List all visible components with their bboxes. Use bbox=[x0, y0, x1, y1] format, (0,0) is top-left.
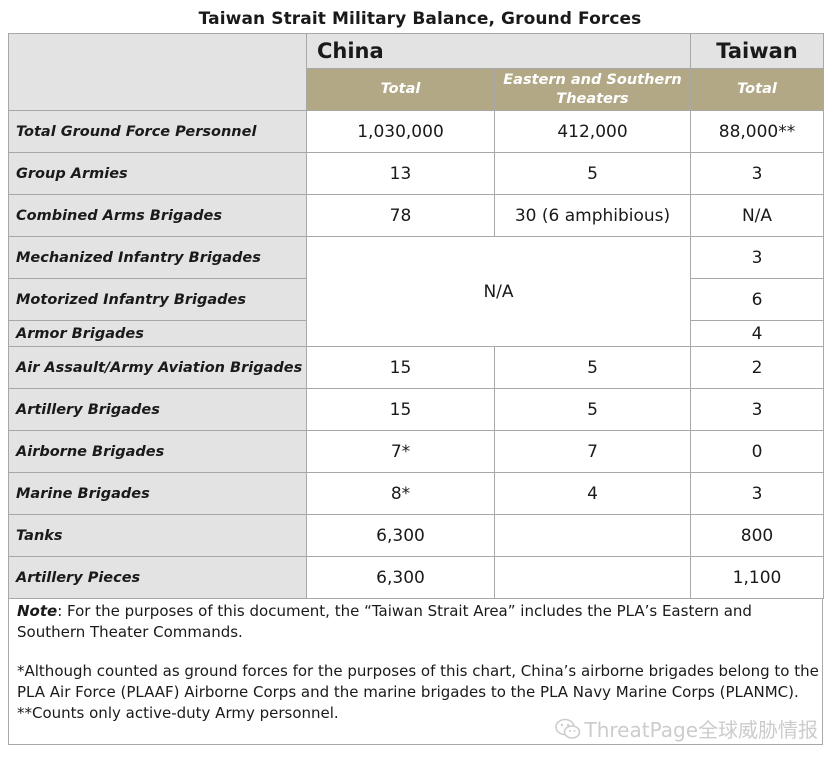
table-row: Motorized Infantry Brigades 6 bbox=[8, 278, 824, 321]
china-total-cell: 6,300 bbox=[306, 556, 495, 599]
china-total-cell: 15 bbox=[306, 388, 495, 431]
taiwan-total-cell: 3 bbox=[690, 472, 824, 515]
taiwan-total-header: Total bbox=[690, 68, 824, 111]
china-es-cell: 412,000 bbox=[494, 110, 691, 153]
taiwan-header: Taiwan bbox=[690, 33, 824, 69]
row-label: Artillery Pieces bbox=[8, 556, 307, 599]
row-label: Combined Arms Brigades bbox=[8, 194, 307, 237]
china-header: China bbox=[306, 33, 691, 69]
table-title: Taiwan Strait Military Balance, Ground F… bbox=[198, 9, 642, 29]
header-corner bbox=[8, 33, 307, 111]
table-row: Air Assault/Army Aviation Brigades 15 5 … bbox=[8, 346, 824, 389]
footnotes: Note: For the purposes of this document,… bbox=[8, 599, 823, 745]
row-label: Marine Brigades bbox=[8, 472, 307, 515]
china-es-cell: 5 bbox=[494, 346, 691, 389]
table-row: Mechanized Infantry Brigades N/A 3 bbox=[8, 236, 824, 347]
china-total-cell: 1,030,000 bbox=[306, 110, 495, 153]
taiwan-total-cell: N/A bbox=[690, 194, 824, 237]
taiwan-total-cell: 800 bbox=[690, 514, 824, 557]
table-row: Group Armies 13 5 3 bbox=[8, 152, 824, 195]
row-label: Motorized Infantry Brigades bbox=[8, 278, 307, 321]
table-row: Total Ground Force Personnel 1,030,000 4… bbox=[8, 110, 824, 153]
china-total-cell: 7* bbox=[306, 430, 495, 473]
table-row: Combined Arms Brigades 78 30 (6 amphibio… bbox=[8, 194, 824, 237]
china-total-header: Total bbox=[306, 68, 495, 111]
row-label: Armor Brigades bbox=[8, 320, 307, 347]
header-row-groups: China Taiwan bbox=[8, 33, 824, 111]
table-row: Artillery Pieces 6,300 1,100 bbox=[8, 556, 824, 599]
taiwan-total-cell: 3 bbox=[690, 388, 824, 431]
row-label: Group Armies bbox=[8, 152, 307, 195]
table-row: Armor Brigades 4 bbox=[8, 320, 824, 347]
row-label: Air Assault/Army Aviation Brigades bbox=[8, 346, 307, 389]
table-row: Marine Brigades 8* 4 3 bbox=[8, 472, 824, 515]
note-paragraph: Note: For the purposes of this document,… bbox=[17, 601, 822, 643]
footnote-asterisk-2: **Counts only active-duty Army personnel… bbox=[17, 704, 339, 722]
taiwan-total-cell: 3 bbox=[690, 152, 824, 195]
table-row: Tanks 6,300 800 bbox=[8, 514, 824, 557]
china-es-cell: 5 bbox=[494, 388, 691, 431]
taiwan-total-cell: 4 bbox=[690, 320, 824, 347]
table-row: Artillery Brigades 15 5 3 bbox=[8, 388, 824, 431]
china-total-cell: 13 bbox=[306, 152, 495, 195]
header-row-sub: Total Eastern and Southern Theaters Tota… bbox=[9, 68, 824, 111]
china-total-cell: 15 bbox=[306, 346, 495, 389]
watermark: ThreatPage全球威胁情报 bbox=[554, 714, 819, 743]
taiwan-total-cell: 2 bbox=[690, 346, 824, 389]
row-label: Artillery Brigades bbox=[8, 388, 307, 431]
china-total-cell: 8* bbox=[306, 472, 495, 515]
china-total-cell: 6,300 bbox=[306, 514, 495, 557]
china-total-cell: 78 bbox=[306, 194, 495, 237]
row-label: Mechanized Infantry Brigades bbox=[8, 236, 307, 279]
row-label: Total Ground Force Personnel bbox=[8, 110, 307, 153]
row-label: Tanks bbox=[8, 514, 307, 557]
footnote-asterisk-1: *Although counted as ground forces for t… bbox=[17, 662, 819, 701]
wechat-icon bbox=[554, 718, 581, 740]
china-merged-na-cell: N/A bbox=[306, 236, 691, 347]
taiwan-total-cell: 88,000** bbox=[690, 110, 824, 153]
table-row: Airborne Brigades 7* 7 0 bbox=[8, 430, 824, 473]
taiwan-total-cell: 0 bbox=[690, 430, 824, 473]
taiwan-total-cell: 1,100 bbox=[690, 556, 824, 599]
china-es-cell: 4 bbox=[494, 472, 691, 515]
note-label: Note bbox=[17, 602, 58, 620]
china-es-cell: 7 bbox=[494, 430, 691, 473]
china-es-cell bbox=[494, 556, 691, 599]
china-eastern-southern-header: Eastern and Southern Theaters bbox=[494, 68, 691, 111]
china-es-cell: 5 bbox=[494, 152, 691, 195]
taiwan-total-cell: 3 bbox=[690, 236, 824, 279]
china-es-cell bbox=[494, 514, 691, 557]
note-text: : For the purposes of this document, the… bbox=[17, 602, 752, 641]
china-es-cell: 30 (6 amphibious) bbox=[494, 194, 691, 237]
ground-forces-table: China Taiwan Total Eastern and Southern … bbox=[8, 33, 824, 599]
taiwan-total-cell: 6 bbox=[690, 278, 824, 321]
watermark-text: ThreatPage全球威胁情报 bbox=[584, 718, 819, 742]
row-label: Airborne Brigades bbox=[8, 430, 307, 473]
